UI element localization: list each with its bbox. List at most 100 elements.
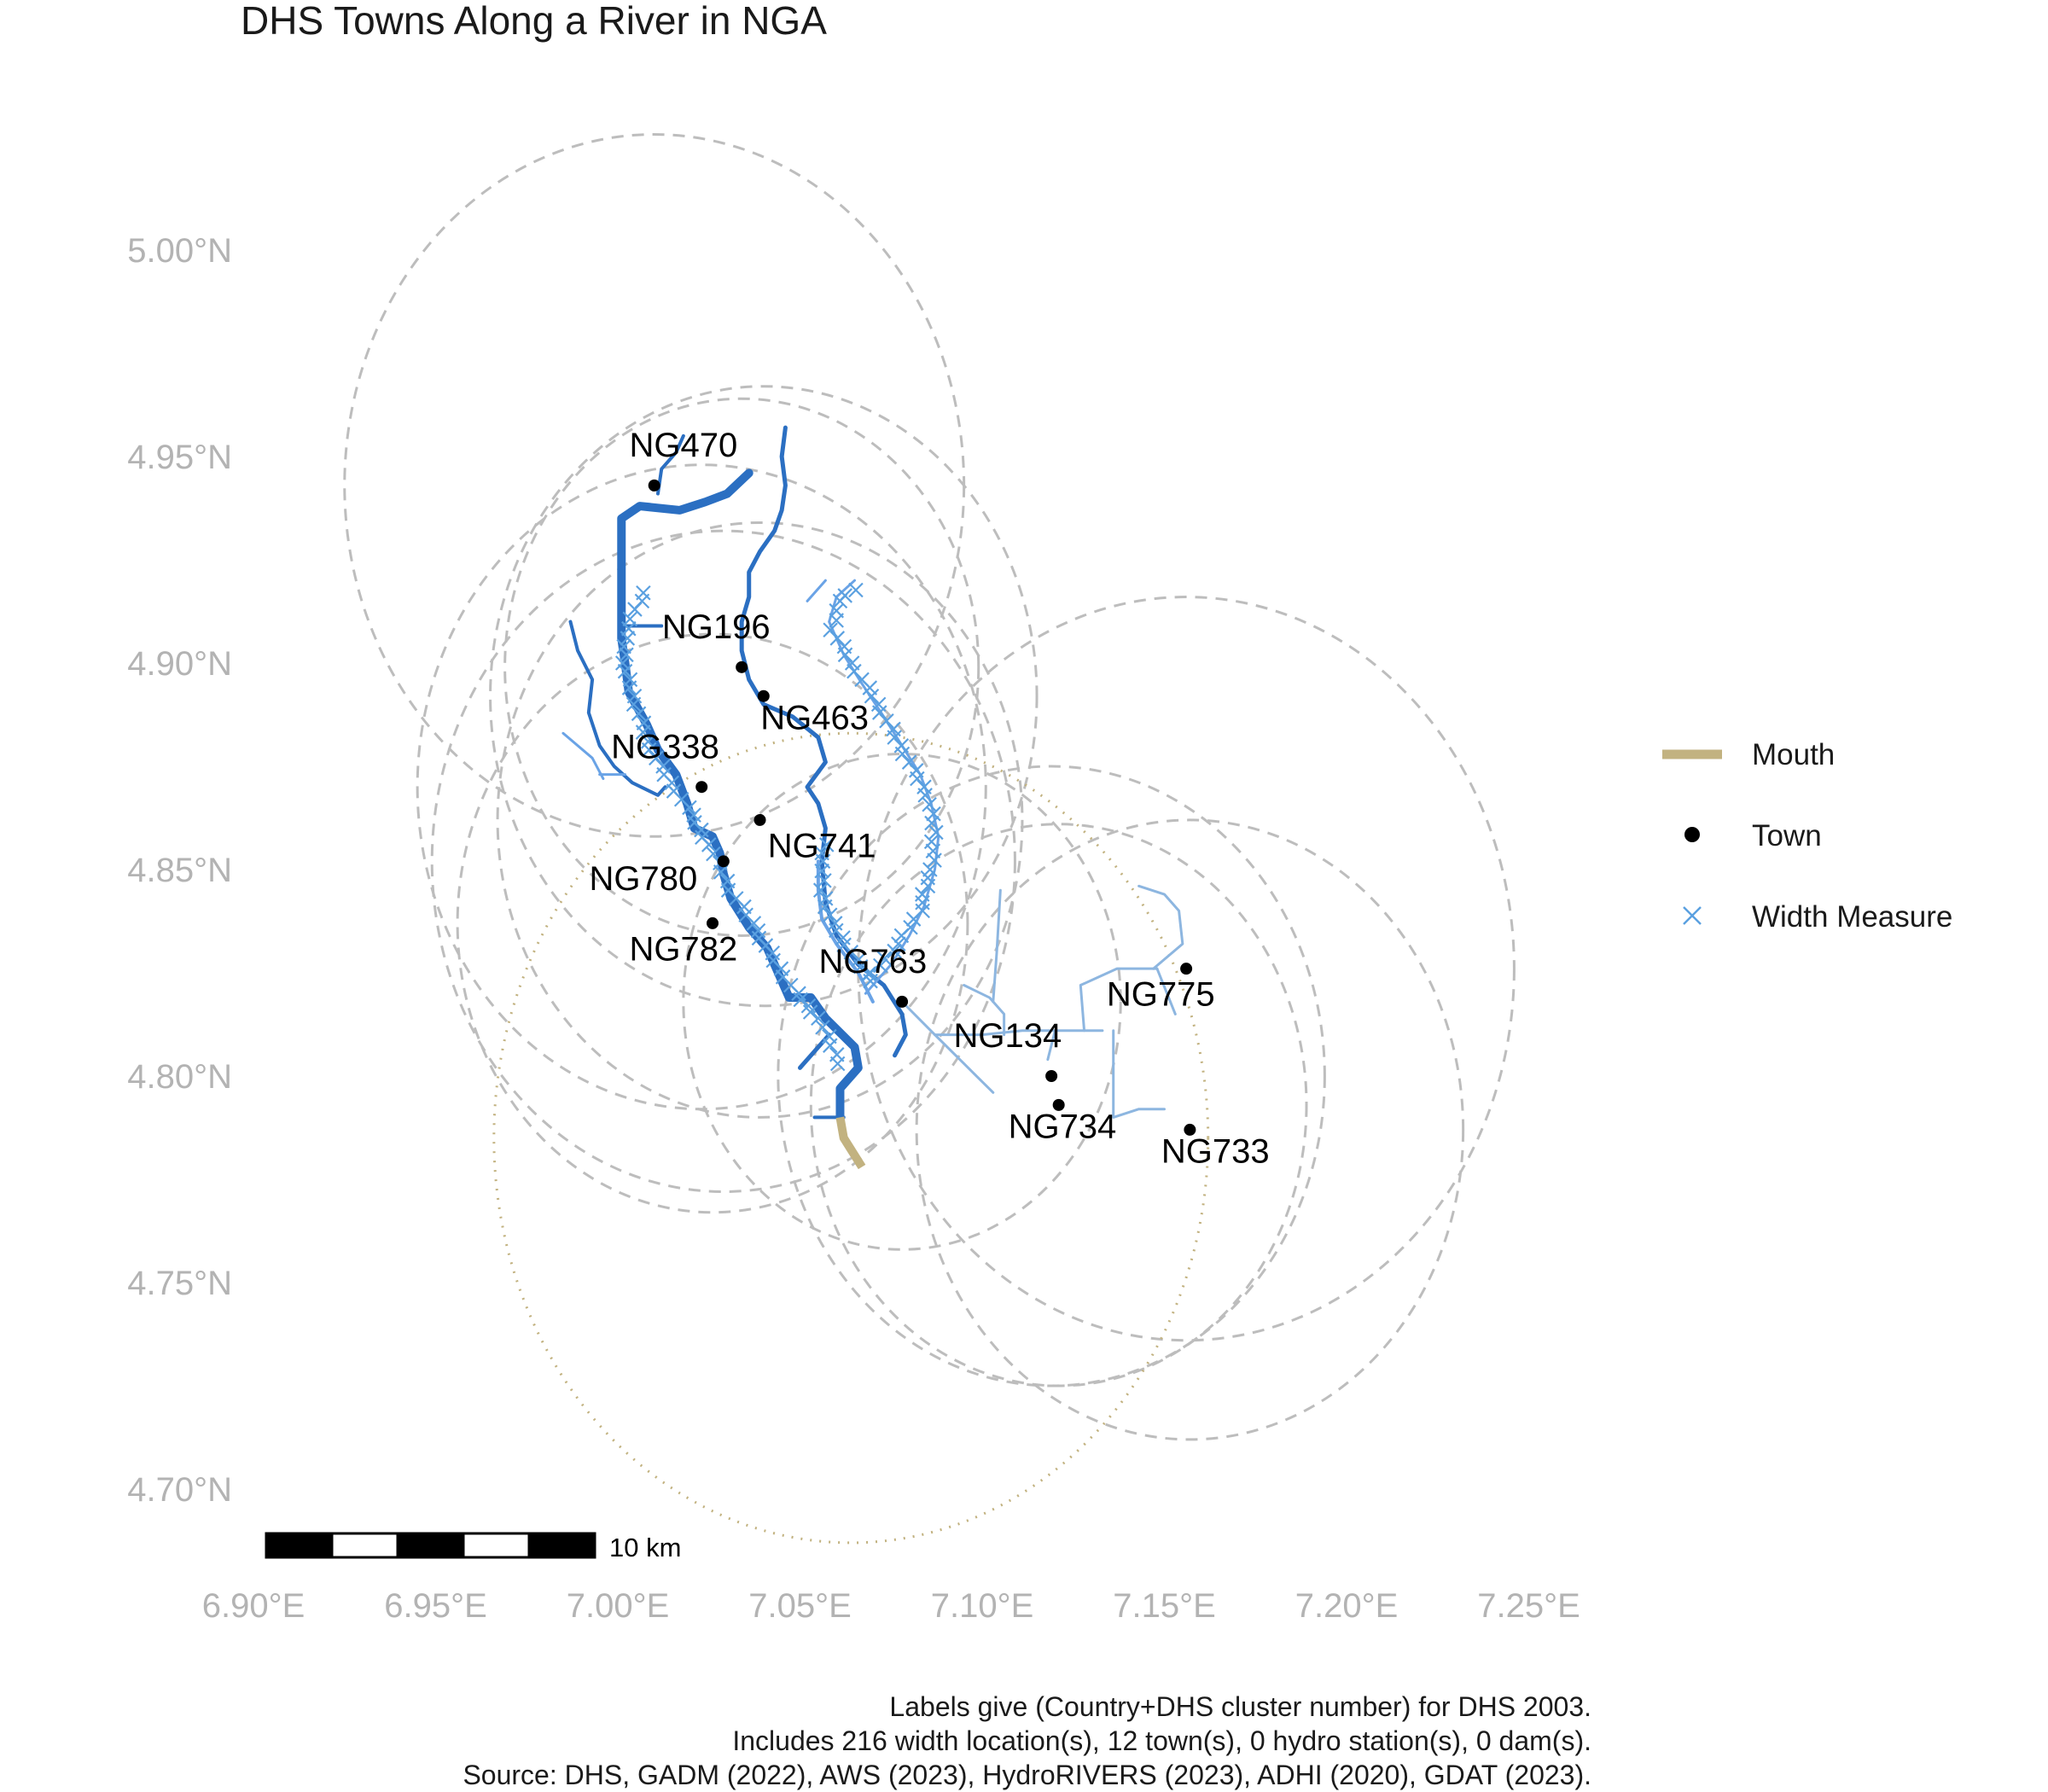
town-buffer-circle <box>915 818 1465 1441</box>
river-segment <box>617 468 863 1122</box>
x-tick-label: 6.90°E <box>202 1587 305 1625</box>
town-labels: NG470 NG196 NG463 NG338 NG741 NG780 NG782 NG763… <box>590 427 1270 1171</box>
town-buffer-circle <box>489 385 1039 1008</box>
width-measure-marker <box>817 891 834 906</box>
caption-line-3: Source: DHS, GADM (2022), AWS (2023), Hy… <box>463 1760 1591 1790</box>
town-buffer-circle <box>430 529 1016 1194</box>
town-label: NG470 <box>629 427 737 464</box>
width-measure-marker <box>863 965 878 980</box>
river-segment <box>963 984 1006 1037</box>
width-measure-marker <box>817 873 832 888</box>
width-measure-marker <box>822 907 838 923</box>
width-measure-marker <box>837 588 852 603</box>
river-segment <box>992 888 1002 1004</box>
x-tick-label: 7.25°E <box>1477 1587 1580 1625</box>
town-label: NG734 <box>1009 1108 1117 1146</box>
width-measure-marker <box>617 663 633 679</box>
width-measure-marker <box>887 943 902 959</box>
town-label: NG782 <box>629 930 737 968</box>
caption: Labels give (Country+DHS cluster number)… <box>463 1691 1591 1790</box>
width-measure-marker <box>626 688 643 704</box>
width-measure-marker <box>812 882 829 898</box>
town-label: NG134 <box>954 1017 1062 1055</box>
caption-line-1: Labels give (Country+DHS cluster number)… <box>889 1691 1591 1722</box>
river-mouth <box>835 1116 866 1170</box>
scale-bar-segment <box>330 1532 399 1559</box>
width-measure-marker <box>750 922 766 939</box>
river-segment <box>655 433 685 496</box>
plot-panel: NG470 NG196 NG463 NG338 NG741 NG780 NG782 NG763… <box>343 132 1516 1545</box>
river-segment <box>568 620 667 797</box>
town-buffer-circle <box>682 752 1122 1251</box>
town-point <box>707 916 719 929</box>
legend-town-swatch <box>1684 827 1700 842</box>
town-point <box>1180 963 1193 975</box>
width-measure-marker <box>818 837 835 852</box>
width-measure-marker <box>619 647 634 663</box>
town-buffer-circle <box>777 765 1326 1388</box>
width-measure-marker <box>814 845 829 861</box>
y-tick-label: 4.80°N <box>127 1058 232 1096</box>
caption-line-2: Includes 216 width location(s), 12 town(… <box>732 1725 1591 1756</box>
scale-bar: 10 km <box>265 1532 681 1562</box>
legend-mouth-label: Mouth <box>1752 738 1835 771</box>
town-label: NG763 <box>819 943 928 980</box>
scale-bar-segment <box>396 1532 465 1559</box>
x-tick-label: 7.05°E <box>748 1587 852 1625</box>
width-measure-marker <box>922 796 937 812</box>
town-point <box>1045 1070 1058 1082</box>
width-measure-marker <box>829 602 845 619</box>
river-segment <box>1079 967 1159 1033</box>
y-tick-label: 4.90°N <box>127 645 232 683</box>
x-tick-label: 7.00°E <box>567 1587 670 1625</box>
width-measure-marker <box>686 807 701 823</box>
legend-town-label: Town <box>1752 819 1822 852</box>
town-point <box>1184 1123 1196 1136</box>
width-measures <box>614 582 944 1072</box>
town-point <box>757 689 770 702</box>
width-measure-marker <box>636 585 651 601</box>
town-label: NG196 <box>662 608 771 646</box>
town-point <box>753 813 766 826</box>
width-measure-marker <box>811 1010 826 1027</box>
width-measure-marker <box>891 936 906 951</box>
width-measure-marker <box>815 1020 830 1035</box>
width-measure-marker <box>926 806 941 822</box>
town-buffer-circle <box>503 397 980 937</box>
buffer-circles <box>343 132 1516 1545</box>
width-measure-marker <box>829 1047 845 1062</box>
width-measure-marker <box>823 622 838 638</box>
width-measure-marker <box>636 715 652 730</box>
width-measure-marker <box>640 734 656 749</box>
map-title: DHS Towns Along a River in NGA <box>241 0 827 43</box>
width-measure-marker <box>631 706 647 722</box>
town-buffer-circle <box>809 823 1308 1388</box>
town-buffer-circle <box>456 632 969 1214</box>
y-tick-label: 4.95°N <box>127 439 232 476</box>
width-measure-marker <box>706 846 721 862</box>
town-label: NG733 <box>1161 1133 1270 1171</box>
river-segment <box>1046 1029 1056 1062</box>
town-label: NG463 <box>760 699 869 736</box>
scale-bar-segment <box>462 1532 531 1559</box>
river-segment <box>933 1029 1104 1037</box>
width-measure-marker <box>903 919 918 935</box>
y-tick-label: 4.85°N <box>127 852 232 889</box>
width-measure-marker <box>800 998 817 1014</box>
width-measure-marker <box>914 887 930 902</box>
river-segment <box>1137 884 1184 970</box>
town-point <box>717 855 730 868</box>
x-axis: 6.90°E 6.95°E 7.00°E 7.05°E 7.10°E 7.15°E 7.20… <box>202 1587 1580 1625</box>
width-measure-marker <box>719 873 736 889</box>
town-buffer-circle <box>857 596 1516 1342</box>
width-measure-marker <box>827 916 843 931</box>
town-label: NG741 <box>768 827 876 864</box>
scale-bar-segment <box>265 1532 334 1559</box>
river-segment <box>900 1000 995 1094</box>
width-measure-marker <box>923 834 940 850</box>
scale-bar-segment <box>527 1532 596 1559</box>
town-point <box>736 660 748 673</box>
x-tick-label: 7.10°E <box>931 1587 1034 1625</box>
town-point <box>648 479 660 492</box>
